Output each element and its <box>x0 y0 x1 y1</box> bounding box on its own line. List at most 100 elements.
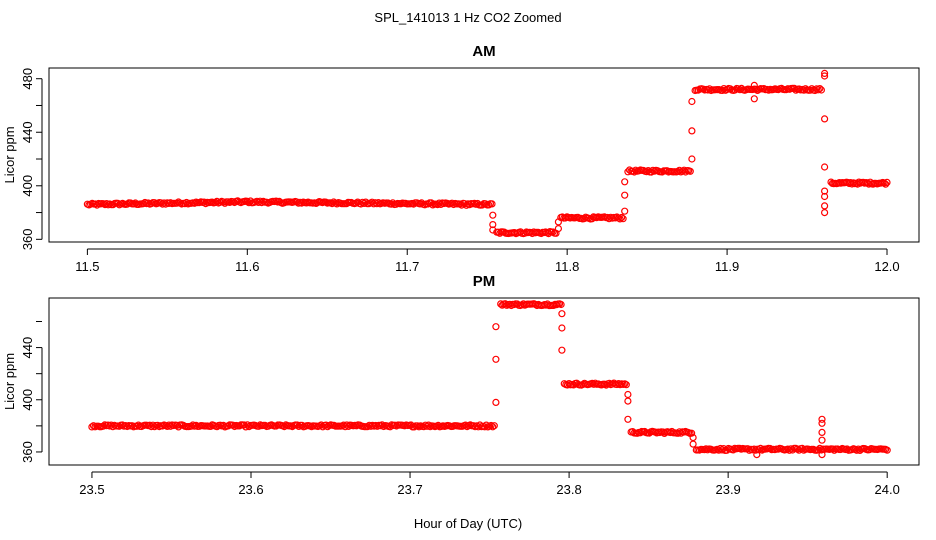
x-tick-label-pm: 23.6 <box>238 482 263 497</box>
data-point <box>820 192 829 201</box>
data-point <box>378 421 386 429</box>
data-points-am <box>83 69 891 238</box>
x-tick-label-am: 11.9 <box>715 259 739 274</box>
data-point <box>492 323 500 331</box>
data-point <box>817 86 826 94</box>
am-panel: AM 11.5 11.6 11.7 11.8 11.9 12.0 360 400 440 480 Li… <box>2 43 920 274</box>
data-point <box>818 451 826 459</box>
data-point <box>202 200 210 208</box>
data-point <box>820 69 829 78</box>
x-tick-label-pm: 23.9 <box>715 482 740 497</box>
x-tick-label-pm: 23.7 <box>397 482 422 497</box>
data-point <box>487 421 495 430</box>
data-points-pm <box>88 300 891 459</box>
x-tick-label-pm: 23.5 <box>79 482 104 497</box>
plot-frame-am <box>48 67 920 243</box>
data-point <box>820 209 829 217</box>
data-point <box>818 428 826 436</box>
data-point <box>358 198 367 206</box>
data-point <box>621 207 629 215</box>
data-point <box>93 201 101 209</box>
y-tick-label-am: 480 <box>20 68 35 90</box>
data-point <box>820 202 829 210</box>
data-point <box>619 215 627 223</box>
y-tick-label-pm: 360 <box>20 441 35 463</box>
data-point <box>621 178 629 186</box>
data-point <box>489 226 497 234</box>
data-point <box>558 324 566 332</box>
data-point <box>554 218 563 226</box>
y-axis-label-am: Licor ppm <box>2 126 17 183</box>
data-point <box>492 398 500 406</box>
data-point <box>820 72 829 80</box>
data-point <box>624 390 632 399</box>
x-tick-label-am: 11.7 <box>395 259 419 274</box>
data-point <box>490 422 498 430</box>
data-point <box>481 423 489 431</box>
data-point <box>190 199 199 207</box>
data-point <box>488 200 496 208</box>
data-point <box>820 115 829 123</box>
data-point <box>482 421 490 429</box>
y-axis-label-pm: Licor ppm <box>2 353 17 410</box>
data-point <box>616 215 624 223</box>
data-point <box>489 221 497 229</box>
y-tick-label-pm: 400 <box>20 389 35 411</box>
data-point <box>718 86 726 95</box>
data-point <box>753 451 761 459</box>
data-point <box>489 211 497 219</box>
figure-x-axis-label: Hour of Day (UTC) <box>414 516 522 531</box>
data-point <box>624 415 632 423</box>
data-point <box>881 180 890 188</box>
data-point <box>818 415 826 423</box>
data-point <box>462 201 470 209</box>
figure-title: SPL_141013 1 Hz CO2 Zoomed <box>374 10 561 25</box>
x-tick-label-am: 12.0 <box>874 259 899 274</box>
x-tick-label-pm: 23.8 <box>556 482 581 497</box>
x-tick-label-am: 11.8 <box>555 259 579 274</box>
data-point <box>883 178 891 186</box>
data-point <box>293 421 301 429</box>
data-point <box>558 310 566 318</box>
data-point <box>558 346 566 354</box>
data-point <box>621 191 629 199</box>
data-point <box>750 81 758 90</box>
data-point <box>147 423 155 431</box>
data-point <box>731 86 739 94</box>
data-point <box>818 436 826 444</box>
pm-panel: PM 23.5 23.6 23.7 23.8 23.9 24.0 360 400 440Licor… <box>2 273 920 497</box>
data-point <box>630 168 638 176</box>
data-point <box>687 429 696 437</box>
data-point <box>89 422 98 430</box>
panel-title-pm: PM <box>473 273 496 290</box>
x-tick-label-am: 11.6 <box>235 259 259 274</box>
data-point <box>317 421 325 429</box>
plot-frame-pm <box>48 297 920 466</box>
data-point <box>729 446 737 454</box>
data-point <box>686 167 694 175</box>
data-point <box>425 421 433 429</box>
data-point <box>242 423 250 431</box>
data-point <box>489 423 497 431</box>
data-point <box>814 86 822 94</box>
data-point <box>688 155 696 163</box>
data-point <box>485 201 493 209</box>
data-point <box>790 84 798 93</box>
data-point <box>622 381 630 389</box>
data-point <box>718 446 726 454</box>
data-point <box>816 84 824 93</box>
data-point <box>624 397 632 405</box>
data-point <box>456 200 464 208</box>
data-point <box>591 379 599 387</box>
data-point <box>750 95 758 103</box>
data-point <box>617 213 626 222</box>
x-tick-label-pm: 24.0 <box>875 482 900 497</box>
y-tick-label-am: 360 <box>20 228 35 250</box>
data-point <box>883 446 891 454</box>
data-point <box>189 421 197 429</box>
data-point <box>820 163 829 171</box>
panel-title-am: AM <box>472 43 495 60</box>
data-point <box>820 187 829 195</box>
data-point <box>149 421 157 429</box>
